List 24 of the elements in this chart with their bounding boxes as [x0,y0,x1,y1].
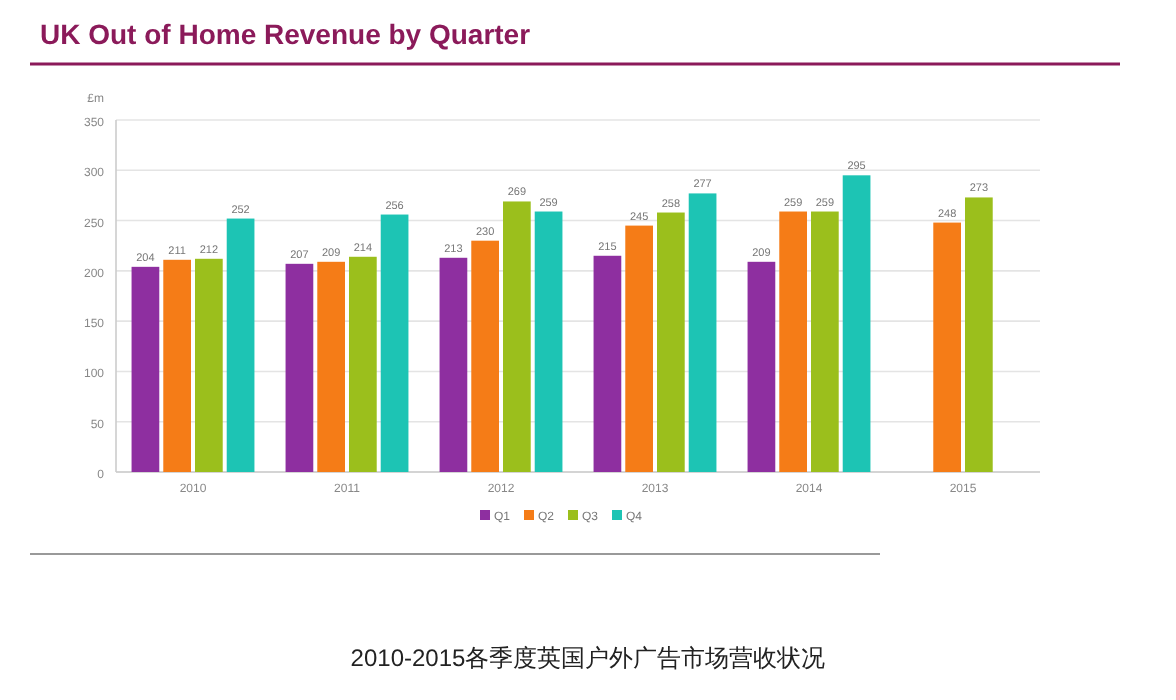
bar [779,211,807,472]
bar [503,201,531,472]
bar [471,240,499,472]
bar [811,211,839,472]
bar [285,263,314,472]
bar [131,266,160,472]
bar [195,258,223,472]
bar [965,197,993,472]
bar [842,175,871,472]
chart-title: UK Out of Home Revenue by Quarter [40,18,532,50]
bar [747,261,776,472]
bar [317,261,345,472]
bar [439,257,468,472]
bar [163,259,191,472]
bar [933,222,961,472]
bar [688,193,717,472]
bar [226,218,255,472]
bar [625,225,653,472]
bar [593,255,622,472]
bar [657,212,685,472]
bar [380,214,409,472]
text: 2010-2015各季度英国户外广告市场营收状况 [350,644,826,672]
bar [349,256,377,472]
bar [534,211,563,472]
